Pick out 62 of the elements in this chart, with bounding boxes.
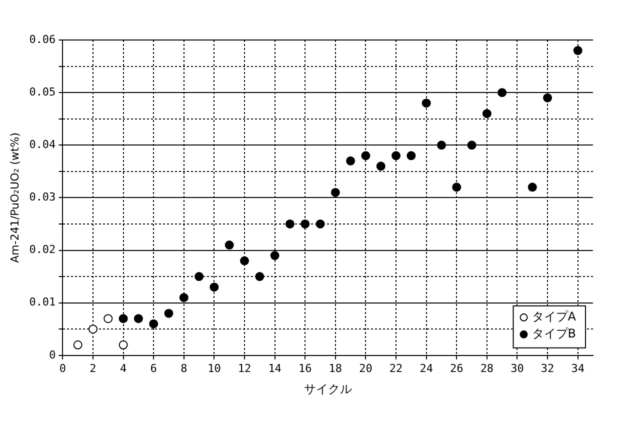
- point: [149, 319, 158, 328]
- point: [255, 272, 264, 282]
- point: [134, 314, 143, 324]
- point: [436, 140, 446, 150]
- point: [88, 324, 98, 334]
- point: [73, 340, 82, 350]
- point: [406, 151, 416, 160]
- point: [482, 109, 492, 118]
- x-tick-label: 30: [510, 362, 524, 375]
- y-tick-label: 0.06: [29, 32, 56, 46]
- x-tick-label: 8: [180, 362, 188, 375]
- y-axis-title: Am-241/PuO₂UO₂ (wt%): [8, 132, 22, 263]
- point: [498, 88, 507, 98]
- x-tick-label: 22: [389, 362, 403, 375]
- y-tick-label: 0.04: [29, 138, 56, 151]
- point: [104, 314, 113, 324]
- y-tick-label: 0.02: [29, 243, 56, 256]
- y-tick-label: 0.01: [29, 296, 56, 309]
- x-tick-label: 4: [120, 362, 127, 375]
- x-tick-label: 20: [359, 362, 372, 375]
- x-tick-label: 16: [298, 362, 312, 375]
- x-tick-label: 18: [328, 362, 342, 375]
- point: [210, 282, 219, 292]
- x-tick-label: 12: [238, 362, 252, 375]
- point: [118, 314, 128, 324]
- x-tick-label: 14: [268, 362, 282, 375]
- point: [528, 182, 537, 192]
- point: [467, 140, 476, 150]
- point: [361, 151, 370, 160]
- point: [573, 46, 582, 56]
- point: [164, 308, 174, 318]
- point: [316, 219, 325, 228]
- point: [543, 93, 552, 102]
- x-tick-label: 6: [150, 362, 157, 375]
- x-tick-label: 2: [90, 362, 96, 375]
- x-tick-label: 26: [450, 362, 464, 375]
- x-tick-label: 0: [59, 362, 66, 375]
- point: [422, 98, 431, 108]
- y-tick-label: 0.03: [29, 190, 56, 204]
- point: [452, 182, 462, 192]
- point: [179, 293, 188, 302]
- point: [270, 251, 280, 260]
- legend-label: タイプA: [532, 310, 577, 324]
- point: [330, 188, 340, 197]
- point: [240, 256, 250, 266]
- y-tick-label: 0: [49, 348, 56, 362]
- legend-label: タイプB: [532, 326, 576, 341]
- x-tick-label: 10: [208, 362, 221, 375]
- x-tick-label: 32: [540, 362, 554, 375]
- point: [224, 240, 234, 250]
- x-tick-label: 34: [571, 362, 585, 375]
- point: [376, 162, 386, 171]
- x-axis-title: サイクル: [304, 382, 352, 396]
- point: [118, 340, 128, 350]
- point: [392, 151, 401, 160]
- point: [285, 219, 294, 228]
- x-tick-label: 24: [420, 362, 434, 375]
- point: [346, 156, 356, 166]
- point: [194, 272, 204, 282]
- point: [300, 219, 310, 228]
- x-tick-label: 28: [480, 362, 494, 375]
- y-tick-label: 0.05: [29, 85, 56, 98]
